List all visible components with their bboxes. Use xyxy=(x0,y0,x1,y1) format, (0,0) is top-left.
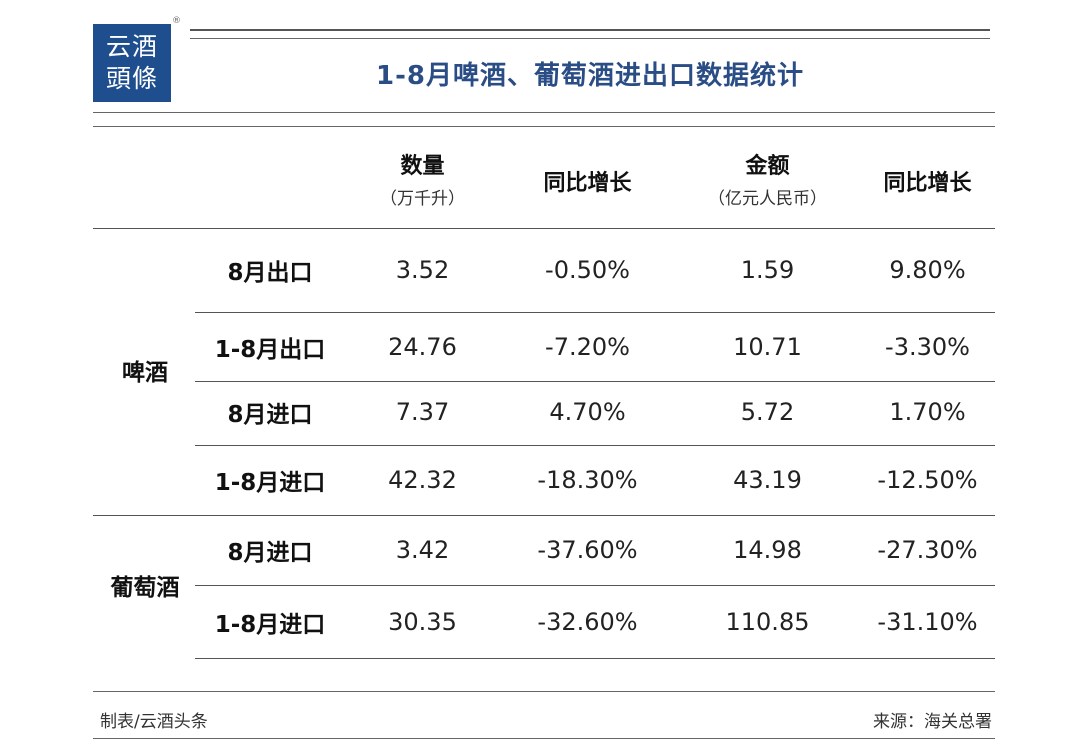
column-header-quantity: 数量 （万千升） xyxy=(345,148,500,209)
header-separator xyxy=(93,228,995,229)
brand-logo: 云酒 頭條 xyxy=(93,24,171,102)
table-rule-top xyxy=(93,126,995,127)
column-header-label: 同比增长 xyxy=(883,171,972,196)
cell-amount: 10.71 xyxy=(733,333,802,361)
page-title: 1-8月啤酒、葡萄酒进出口数据统计 xyxy=(376,61,804,91)
column-header-amount-yoy: 同比增长 xyxy=(850,165,1005,197)
group-separator xyxy=(93,515,995,516)
footer-source: 来源：海关总署 xyxy=(873,712,992,732)
cell-amount: 5.72 xyxy=(740,398,795,426)
cell-quantity: 42.32 xyxy=(388,466,457,494)
cell-amount: 1.59 xyxy=(740,256,795,284)
cell-quantity-yoy: -0.50% xyxy=(545,256,630,284)
footer-rule-bottom xyxy=(93,738,995,739)
logo-line-1: 云酒 xyxy=(105,32,158,61)
table-bottom-rule xyxy=(195,658,995,659)
header-rule-top-thin xyxy=(190,38,990,39)
row-separator xyxy=(195,585,995,586)
row-label: 1-8月进口 xyxy=(214,470,326,496)
row-label: 1-8月出口 xyxy=(214,337,326,363)
cell-quantity: 30.35 xyxy=(388,608,457,636)
column-header-quantity-yoy: 同比增长 xyxy=(510,165,665,197)
column-header-label: 数量 xyxy=(400,154,445,179)
header-rule-top xyxy=(190,29,990,31)
row-label: 1-8月进口 xyxy=(214,612,326,638)
column-header-unit: （万千升） xyxy=(380,189,465,209)
cell-amount: 110.85 xyxy=(725,608,810,636)
column-header-label: 同比增长 xyxy=(543,171,632,196)
cell-quantity: 7.37 xyxy=(395,398,450,426)
cell-amount-yoy: -31.10% xyxy=(877,608,978,636)
cell-amount-yoy: 9.80% xyxy=(889,256,966,284)
row-label: 8月进口 xyxy=(227,540,313,566)
cell-quantity: 24.76 xyxy=(388,333,457,361)
footer-rule-top xyxy=(93,691,995,692)
group-label-beer: 啤酒 xyxy=(122,360,168,386)
cell-amount: 43.19 xyxy=(733,466,802,494)
cell-amount-yoy: -27.30% xyxy=(877,536,978,564)
column-header-label: 金额 xyxy=(745,154,790,179)
column-header-amount: 金额 （亿元人民币） xyxy=(680,148,855,209)
cell-amount-yoy: 1.70% xyxy=(889,398,966,426)
header-rule-bottom xyxy=(93,112,995,113)
cell-quantity-yoy: -18.30% xyxy=(537,466,638,494)
row-label: 8月出口 xyxy=(227,260,313,286)
cell-amount: 14.98 xyxy=(733,536,802,564)
logo-line-2: 頭條 xyxy=(105,64,158,93)
footer-credit: 制表/云酒头条 xyxy=(100,712,208,732)
cell-amount-yoy: -3.30% xyxy=(885,333,970,361)
row-separator xyxy=(195,445,995,446)
cell-quantity: 3.42 xyxy=(395,536,450,564)
column-header-unit: （亿元人民币） xyxy=(708,189,827,209)
registered-mark: ® xyxy=(172,16,181,26)
row-label: 8月进口 xyxy=(227,402,313,428)
cell-quantity-yoy: -7.20% xyxy=(545,333,630,361)
cell-quantity: 3.52 xyxy=(395,256,450,284)
cell-quantity-yoy: 4.70% xyxy=(549,398,626,426)
row-separator xyxy=(195,312,995,313)
cell-quantity-yoy: -37.60% xyxy=(537,536,638,564)
cell-quantity-yoy: -32.60% xyxy=(537,608,638,636)
group-label-wine: 葡萄酒 xyxy=(110,575,180,601)
row-separator xyxy=(195,381,995,382)
cell-amount-yoy: -12.50% xyxy=(877,466,978,494)
